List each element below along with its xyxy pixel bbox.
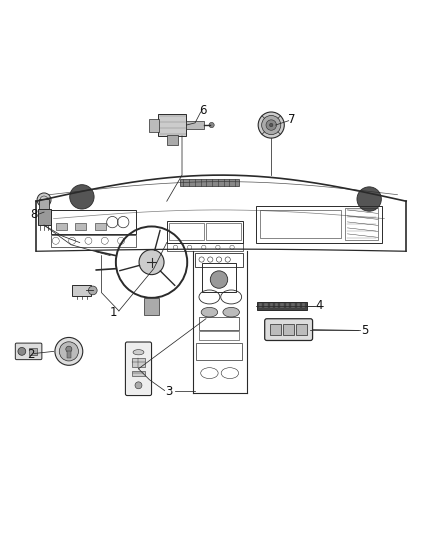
Bar [29,348,37,355]
Circle shape [55,337,83,365]
Bar [38,208,50,225]
Bar [132,370,145,376]
Bar [259,303,262,308]
Bar [264,303,268,308]
FancyBboxPatch shape [265,319,313,341]
Bar [260,210,341,238]
Text: 8: 8 [30,208,38,221]
Circle shape [139,249,164,274]
Circle shape [18,348,26,356]
Bar [167,244,243,251]
Circle shape [37,193,51,207]
Bar [270,303,273,308]
Bar [206,223,241,240]
Bar [256,206,382,243]
Bar [39,199,49,210]
Bar [75,223,86,230]
Bar [297,303,300,308]
Bar [158,114,186,136]
Bar [51,235,136,247]
Bar [167,221,243,243]
Bar [275,303,279,308]
Text: 3: 3 [165,385,173,398]
Bar [72,285,92,296]
Text: 1: 1 [110,306,117,319]
Circle shape [135,382,142,389]
Bar [167,135,178,144]
Circle shape [66,346,72,352]
Bar [291,303,295,308]
Bar [95,223,106,230]
Bar [56,223,67,230]
Bar [202,263,236,292]
Circle shape [70,184,94,209]
Bar [345,208,378,240]
Text: 4: 4 [315,299,323,312]
Circle shape [269,123,273,127]
Bar [199,331,239,341]
Text: 2: 2 [27,348,34,361]
Text: 5: 5 [361,324,368,337]
Bar [149,118,159,132]
Circle shape [261,116,281,135]
Circle shape [266,120,276,130]
Circle shape [59,342,78,361]
Text: 7: 7 [288,113,296,126]
Bar [67,351,71,358]
Bar [180,179,239,187]
Bar [132,358,145,367]
Bar [257,302,307,310]
Text: 6: 6 [199,104,207,117]
Bar [270,324,281,335]
Bar [144,298,159,315]
Bar [169,223,204,240]
Ellipse shape [223,308,240,317]
FancyBboxPatch shape [15,343,42,360]
Circle shape [209,123,214,128]
Bar [199,317,239,329]
Ellipse shape [133,350,144,355]
Bar [296,324,307,335]
Ellipse shape [201,308,218,317]
Bar [195,253,243,266]
Circle shape [88,286,97,295]
Circle shape [210,271,228,288]
Bar [286,303,289,308]
Circle shape [258,112,284,138]
Bar [196,343,242,360]
Circle shape [357,187,381,211]
Bar [51,210,136,234]
FancyBboxPatch shape [125,342,152,395]
Bar [280,303,284,308]
Bar [302,303,305,308]
Bar [186,120,204,130]
Bar [283,324,294,335]
